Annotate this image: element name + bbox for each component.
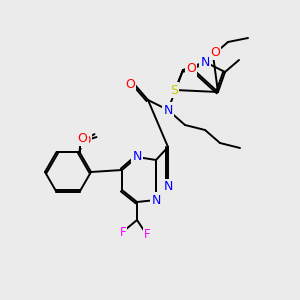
- Text: N: N: [163, 181, 173, 194]
- Text: O: O: [125, 79, 135, 92]
- Text: S: S: [170, 83, 178, 97]
- Text: F: F: [144, 227, 150, 241]
- Text: O: O: [82, 134, 91, 147]
- Text: N: N: [151, 194, 161, 206]
- Text: O: O: [210, 46, 220, 59]
- Text: N: N: [163, 103, 173, 116]
- Text: N: N: [200, 56, 210, 68]
- Text: N: N: [132, 151, 142, 164]
- Text: O: O: [78, 132, 87, 145]
- Text: F: F: [120, 226, 126, 238]
- Text: O: O: [186, 62, 196, 76]
